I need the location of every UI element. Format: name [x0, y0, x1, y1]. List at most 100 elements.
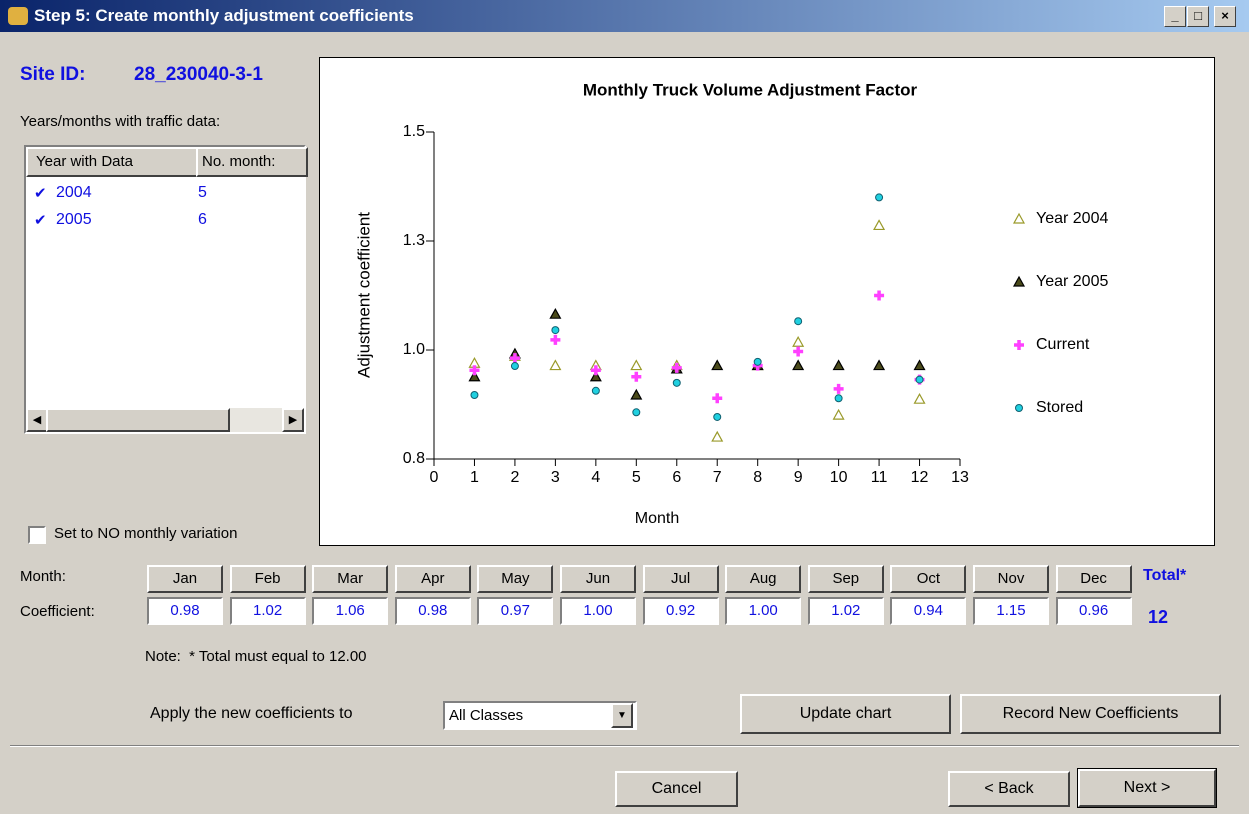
- point: [753, 357, 762, 366]
- coefficient-input[interactable]: 1.02: [229, 597, 306, 625]
- point: [794, 317, 803, 326]
- x-tick-label: 9: [794, 469, 803, 486]
- coefficient-input[interactable]: 0.97: [477, 597, 554, 625]
- note: Note: * Total must equal to 12.00: [145, 648, 367, 665]
- scroll-right[interactable]: ▶: [282, 408, 304, 432]
- point: [672, 378, 681, 387]
- list-label: Years/months with traffic data:: [20, 113, 221, 130]
- point: [713, 412, 722, 421]
- x-tick-label: 13: [951, 469, 969, 486]
- point: [832, 359, 845, 371]
- point: [711, 430, 724, 442]
- point: [591, 386, 600, 395]
- coefficient-input[interactable]: 1.02: [807, 597, 884, 625]
- point: [549, 359, 562, 371]
- point: [792, 335, 805, 347]
- point: [833, 383, 844, 394]
- dropdown-arrow[interactable]: ▼: [611, 703, 633, 728]
- years-list: Year with Data No. month: ✔ 2004 5 ✔ 200…: [24, 145, 308, 434]
- x-tick-label: 3: [551, 469, 560, 486]
- point: [873, 359, 886, 371]
- coefficient-input[interactable]: 0.94: [890, 597, 967, 625]
- window-title: Step 5: Create monthly adjustment coeffi…: [34, 6, 414, 25]
- record-button[interactable]: Record New Coefficients: [960, 694, 1221, 734]
- coefficient-input[interactable]: 1.00: [560, 597, 636, 625]
- coef-row-label: Coefficient:: [20, 603, 95, 620]
- next-button[interactable]: Next >: [1077, 768, 1217, 808]
- site-id: 28_230040-3-1: [134, 64, 263, 85]
- update-button[interactable]: Update chart: [740, 694, 951, 734]
- point: [589, 370, 602, 382]
- separator: [10, 745, 1239, 747]
- total-label: Total*: [1143, 567, 1187, 584]
- point: [632, 408, 641, 417]
- point: [875, 193, 884, 202]
- x-tick-label: 12: [911, 469, 929, 486]
- app-icon: [8, 7, 28, 25]
- coefficient-input[interactable]: 0.98: [394, 597, 471, 625]
- point: [468, 370, 481, 382]
- y-tick-label: 1.3: [403, 232, 425, 249]
- list-year[interactable]: 2005: [56, 211, 92, 228]
- coefficient-input[interactable]: 1.06: [312, 597, 389, 625]
- month-header: Aug: [725, 565, 802, 593]
- x-tick-label: 6: [672, 469, 681, 486]
- y-tick-label: 1.0: [403, 341, 425, 358]
- x-tick-label: 8: [753, 469, 762, 486]
- site-label: Site ID:: [20, 64, 86, 85]
- legend-marker: [1012, 212, 1026, 224]
- chart: Monthly Truck Volume Adjustment Factor M…: [319, 57, 1215, 546]
- column-header[interactable]: No. month:: [196, 147, 308, 177]
- point: [832, 408, 845, 420]
- x-tick-label: 4: [591, 469, 600, 486]
- check-icon: ✔: [34, 185, 47, 202]
- column-header[interactable]: Year with Data: [26, 147, 204, 177]
- list-year[interactable]: 2004: [56, 184, 92, 201]
- point: [873, 219, 886, 231]
- x-tick-label: 11: [871, 469, 888, 486]
- coefficient-input[interactable]: 0.96: [1055, 597, 1132, 625]
- maximize-button[interactable]: □: [1187, 6, 1209, 27]
- legend-marker: [1015, 404, 1023, 412]
- coefficient-input[interactable]: 0.98: [147, 597, 223, 625]
- coefficient-input[interactable]: 0.92: [642, 597, 719, 625]
- month-header: Sep: [807, 565, 884, 593]
- horizontal-scrollbar[interactable]: ◀ ▶: [26, 408, 304, 432]
- legend-marker: [1012, 275, 1026, 287]
- point: [469, 365, 480, 376]
- check-icon: ✔: [34, 212, 47, 229]
- dropdown-value: All Classes: [449, 707, 524, 724]
- point: [630, 359, 643, 371]
- legend-label: Year 2005: [1036, 273, 1108, 290]
- month-header: Nov: [973, 565, 1049, 593]
- class-dropdown[interactable]: All Classes ▼: [443, 701, 637, 730]
- month-header: Feb: [229, 565, 306, 593]
- x-tick-label: 5: [632, 469, 641, 486]
- scroll-left[interactable]: ◀: [26, 408, 48, 432]
- scroll-thumb[interactable]: [46, 408, 230, 432]
- y-tick-label: 0.8: [403, 450, 425, 467]
- point: [793, 346, 804, 357]
- x-tick-label: 0: [430, 469, 439, 486]
- x-tick-label: 1: [470, 469, 479, 486]
- point: [711, 359, 724, 371]
- point: [509, 353, 520, 364]
- coefficient-input[interactable]: 1.15: [973, 597, 1049, 625]
- x-tick-label: 10: [830, 469, 848, 486]
- close-button[interactable]: ×: [1214, 6, 1236, 27]
- checkbox[interactable]: [28, 526, 46, 544]
- legend-label: Year 2004: [1036, 210, 1108, 227]
- checkbox-label[interactable]: Set to NO monthly variation: [54, 525, 238, 542]
- month-header: Dec: [1055, 565, 1132, 593]
- point: [913, 392, 926, 404]
- total-value: 12: [1148, 607, 1169, 627]
- point: [913, 359, 926, 371]
- point: [712, 393, 723, 404]
- cancel-button[interactable]: Cancel: [615, 771, 738, 807]
- coefficient-input[interactable]: 1.00: [725, 597, 802, 625]
- minimize-button[interactable]: _: [1164, 6, 1186, 27]
- back-button[interactable]: < Back: [948, 771, 1070, 807]
- x-tick-label: 2: [510, 469, 519, 486]
- legend-marker: [1014, 340, 1024, 350]
